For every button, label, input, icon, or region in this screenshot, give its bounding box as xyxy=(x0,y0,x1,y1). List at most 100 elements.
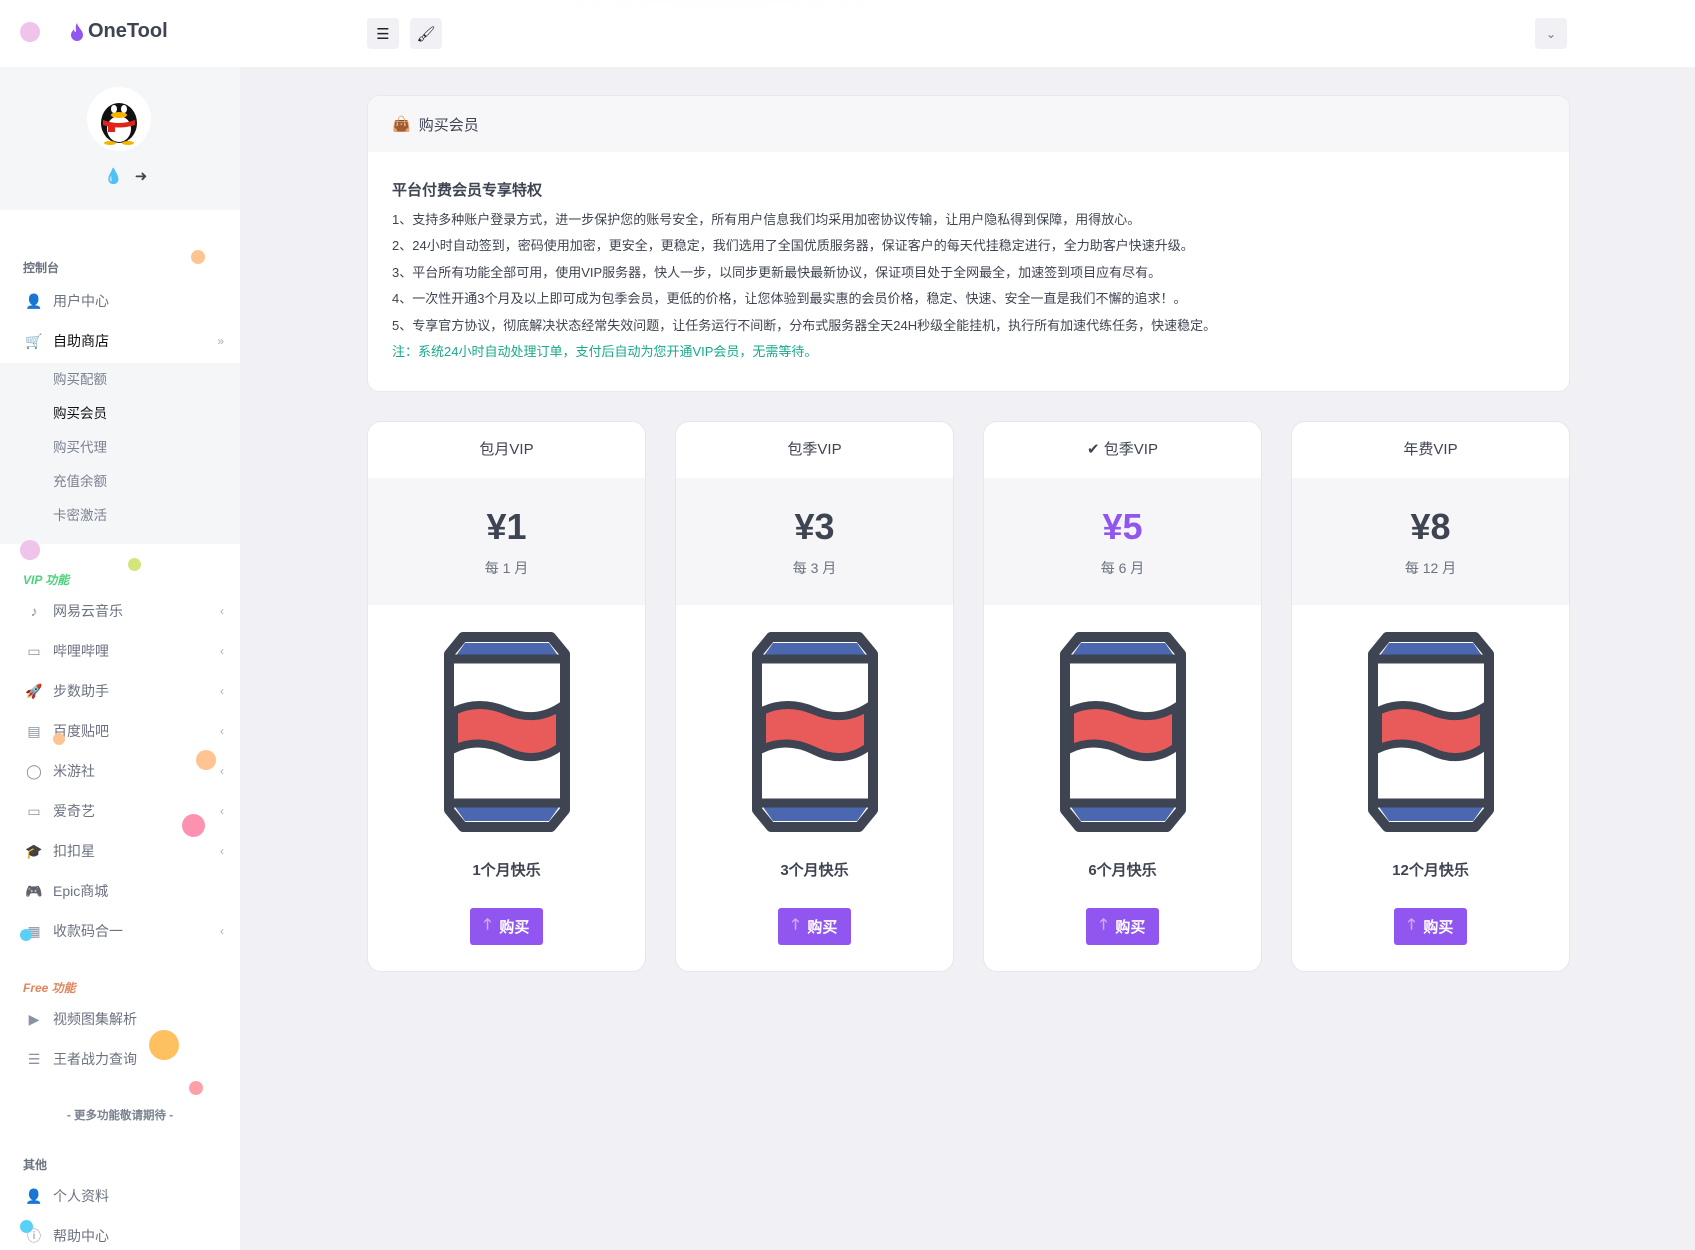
sidebar-item-iqiyi[interactable]: ▭ 爱奇艺 ‹ xyxy=(0,793,240,829)
item-label: 米游社 xyxy=(53,763,95,779)
gamepad-icon: 🎮 xyxy=(25,882,43,899)
item-label: 个人资料 xyxy=(53,1188,109,1204)
privilege-line: 3、平台所有功能全部可用，使用VIP服务器，快人一步，以同步更新最快最新协议，保… xyxy=(392,264,1162,280)
flame-icon xyxy=(71,22,83,41)
soda-can-icon xyxy=(1367,632,1494,832)
plan-title-text: 年费VIP xyxy=(1403,441,1458,458)
buy-button[interactable]: 🡑 购买 xyxy=(469,908,544,945)
sidebar-item-tieba[interactable]: ▤ 百度贴吧 ‹ xyxy=(0,713,240,749)
avatar[interactable] xyxy=(87,87,151,151)
graduation-cap-icon: 🎓 xyxy=(25,842,43,859)
rocket-icon: 🚀 xyxy=(25,682,43,699)
sidebar-item-epic[interactable]: 🎮 Epic商城 xyxy=(0,873,240,909)
shop-submenu: 购买配额 购买会员 购买代理 充值余额 卡密激活 xyxy=(0,363,240,544)
plan-price-band: ¥8 每 12 月 xyxy=(1292,478,1569,605)
page-title: 购买会员 xyxy=(418,116,479,134)
play-icon: ▶ xyxy=(28,1010,40,1027)
chevron-down-icon: ⌄ xyxy=(1545,26,1557,41)
sign-out-icon[interactable]: ➜ xyxy=(134,168,148,185)
chevron-left-icon: ‹ xyxy=(220,684,224,698)
buy-button[interactable]: 🡑 购买 xyxy=(777,908,852,945)
buy-label: 购买 xyxy=(499,919,530,936)
plan-price: ¥3 xyxy=(794,506,835,547)
fire-icon[interactable]: 💧 xyxy=(104,168,123,185)
plan-title: 包月VIP xyxy=(368,422,645,478)
section-title-other: 其他 xyxy=(23,1158,48,1172)
sidebar-item-netease-music[interactable]: ♪ 网易云音乐 ‹ xyxy=(0,593,240,629)
submenu-card-activate[interactable]: 卡密激活 xyxy=(53,508,107,523)
membership-info-card: 👜 购买会员 平台付费会员专享特权 1、支持多种账户登录方式，进一步保护您的账号安… xyxy=(367,95,1570,392)
item-label: 用户中心 xyxy=(53,293,109,309)
plan-price-band: ¥3 每 3 月 xyxy=(676,478,953,605)
sidebar-item-video-parse[interactable]: ▶ 视频图集解析 xyxy=(0,1001,240,1037)
chevron-left-icon: ‹ xyxy=(220,644,224,658)
plan-title: 年费VIP xyxy=(1292,422,1569,478)
decor-dot xyxy=(20,1220,33,1233)
decor-dot xyxy=(191,250,205,264)
user-outline-icon: 👤 xyxy=(25,1187,43,1204)
arrow-up-icon: 🡑 xyxy=(483,916,492,933)
decor-dot xyxy=(20,22,40,42)
check-icon: ✔ xyxy=(1087,441,1104,458)
plan-period: 每 1 月 xyxy=(484,560,529,576)
plan-period: 每 12 月 xyxy=(1404,560,1457,576)
sidebar-item-profile[interactable]: 👤 个人资料 xyxy=(0,1178,240,1214)
monitor-icon: ▭ xyxy=(27,802,41,819)
chevron-left-icon: ‹ xyxy=(220,764,224,778)
section-title-console: 控制台 xyxy=(23,261,60,275)
sidebar-item-help[interactable]: ⓘ 帮助中心 xyxy=(0,1218,240,1250)
arrow-up-icon: 🡑 xyxy=(1407,916,1416,933)
bars-icon: ☰ xyxy=(27,1050,41,1067)
section-title-free: Free 功能 xyxy=(23,981,76,995)
item-label: Epic商城 xyxy=(53,883,109,899)
submenu-buy-membership[interactable]: 购买会员 xyxy=(53,406,107,421)
item-label: 步数助手 xyxy=(53,683,109,699)
decor-dot xyxy=(20,929,32,941)
sidebar-item-step-helper[interactable]: 🚀 步数助手 ‹ xyxy=(0,673,240,709)
plan-title-text: 包季VIP xyxy=(787,441,842,458)
sidebar-item-honor-query[interactable]: ☰ 王者战力查询 xyxy=(0,1041,240,1077)
submenu-buy-quota[interactable]: 购买配额 xyxy=(53,372,107,387)
plan-period: 每 6 月 xyxy=(1100,560,1145,576)
sidebar-item-shop[interactable]: 🛒 自助商店 » xyxy=(0,323,240,359)
item-label: 网易云音乐 xyxy=(53,603,123,619)
item-label: 自助商店 xyxy=(53,333,109,349)
menu-toggle-button[interactable]: ☰ xyxy=(367,18,399,49)
plan-card: 包月VIP ¥1 每 1 月 1个月快乐 🡑 购买 xyxy=(367,421,646,972)
buy-button[interactable]: 🡑 购买 xyxy=(1085,908,1160,945)
submenu-buy-agent[interactable]: 购买代理 xyxy=(53,440,107,455)
buy-label: 购买 xyxy=(807,919,838,936)
top-header: OneTool ☰ 🖌 ⌄ xyxy=(0,0,1695,67)
privileges-heading: 平台付费会员专享特权 xyxy=(392,182,543,199)
privilege-line: 2、24小时自动签到，密码使用加密，更安全，更稳定，我们选用了全国优质服务器，保… xyxy=(392,238,1194,253)
soda-can-icon xyxy=(1059,632,1186,832)
plan-card: 包季VIP ¥3 每 3 月 3个月快乐 🡑 购买 xyxy=(675,421,954,972)
arrow-up-icon: 🡑 xyxy=(791,916,800,933)
plan-card: 年费VIP ¥8 每 12 月 12个月快乐 🡑 购买 xyxy=(1291,421,1570,972)
arrow-up-icon: 🡑 xyxy=(1099,916,1108,933)
soda-can-icon xyxy=(443,632,570,832)
theme-button[interactable]: 🖌 xyxy=(410,18,442,49)
sidebar-item-payment-qr[interactable]: ▦ 收款码合一 ‹ xyxy=(0,913,240,949)
sidebar-item-user-center[interactable]: 👤 用户中心 xyxy=(0,283,240,319)
plan-caption: 12个月快乐 xyxy=(1392,862,1469,879)
plan-caption: 6个月快乐 xyxy=(1088,862,1157,879)
brand-logo[interactable]: OneTool xyxy=(70,20,168,43)
user-dropdown-button[interactable]: ⌄ xyxy=(1535,18,1567,49)
plan-title: 包季VIP xyxy=(676,422,953,478)
plan-caption: 1个月快乐 xyxy=(472,862,541,879)
sidebar-item-bilibili[interactable]: ▭ 哔哩哔哩 ‹ xyxy=(0,633,240,669)
buy-button[interactable]: 🡑 购买 xyxy=(1393,908,1468,945)
sidebar-item-miyoushe[interactable]: ◯ 米游社 ‹ xyxy=(0,753,240,789)
plan-price: ¥8 xyxy=(1410,506,1451,547)
profile-panel: 💧 ➜ xyxy=(0,67,240,210)
globe-icon: ◯ xyxy=(26,762,42,779)
plan-title-text: 包月VIP xyxy=(479,441,534,458)
plan-price: ¥1 xyxy=(486,506,527,547)
submenu-recharge[interactable]: 充值余额 xyxy=(53,474,107,489)
sidebar-item-qq-star[interactable]: 🎓 扣扣星 ‹ xyxy=(0,833,240,869)
penguin-avatar-icon xyxy=(101,103,137,145)
music-note-icon: ♪ xyxy=(30,603,38,619)
chevron-left-icon: ‹ xyxy=(220,724,224,738)
privilege-line: 4、一次性开通3个月及以上即可成为包季会员，更低的价格，让您体验到最实惠的会员价… xyxy=(392,291,1187,306)
